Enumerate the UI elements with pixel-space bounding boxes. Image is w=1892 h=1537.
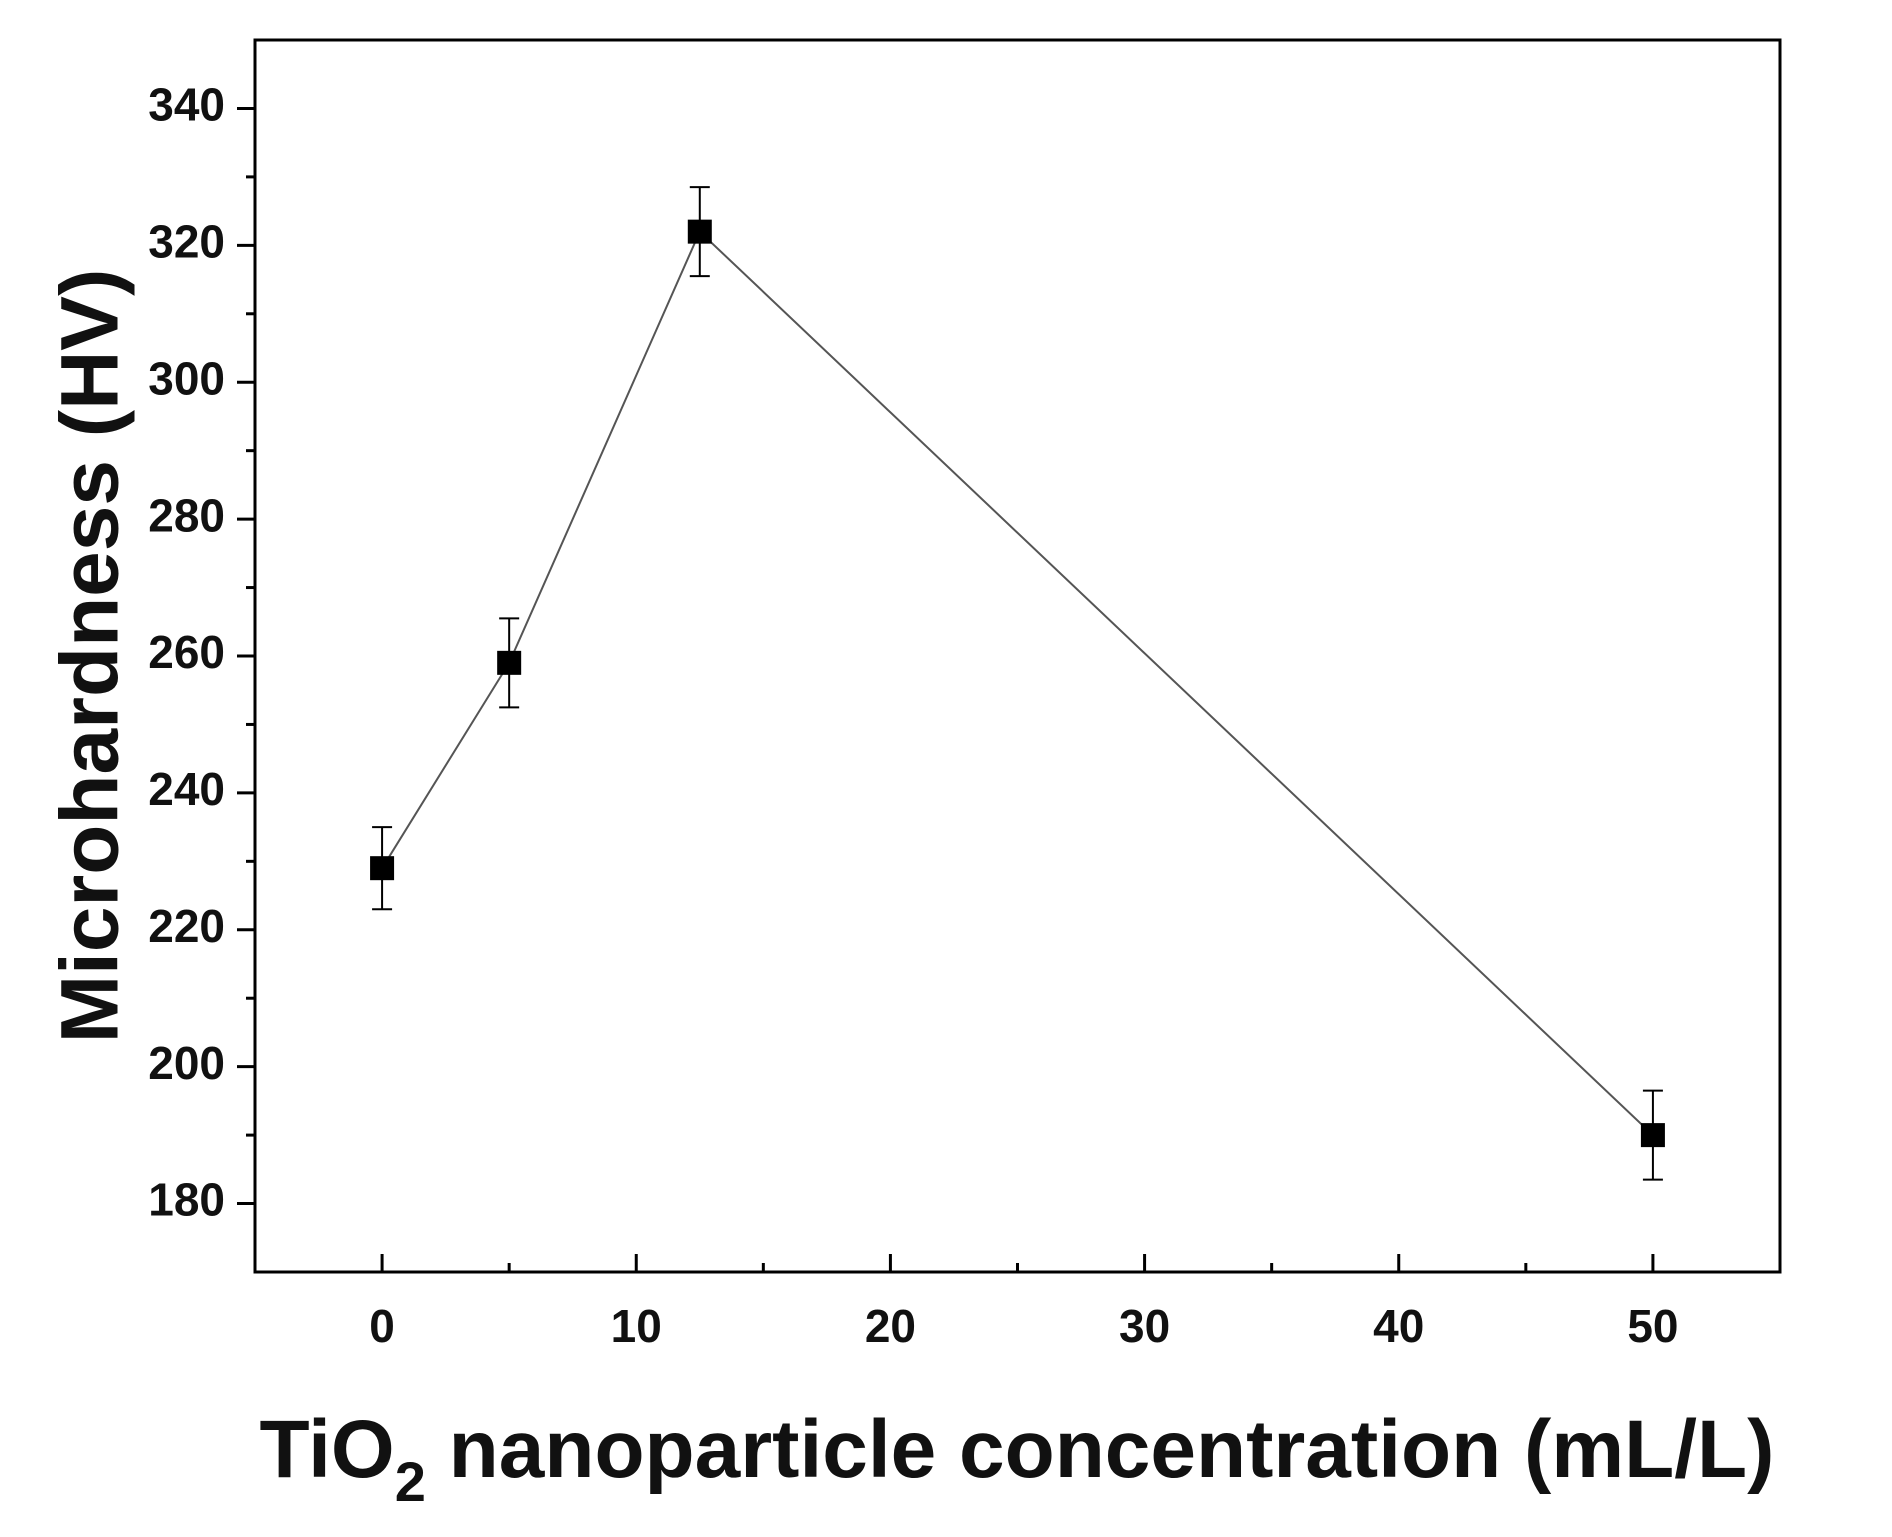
- data-point-marker: [370, 856, 395, 881]
- x-axis-title: TiO2 nanoparticle concentration (mL/L): [260, 1404, 1775, 1513]
- y-major-ticks: [237, 106, 255, 1206]
- x-tick-label: 20: [865, 1300, 916, 1352]
- y-tick-label: 320: [148, 215, 225, 267]
- x-tick-label: 10: [611, 1300, 662, 1352]
- x-tick-labels: 0 10 20 30 40 50: [369, 1300, 1678, 1352]
- data-point-marker: [497, 650, 522, 675]
- y-minor-ticks: [246, 175, 255, 1137]
- x-axis-title-prefix: TiO: [260, 1404, 395, 1495]
- y-tick-label: 300: [148, 352, 225, 404]
- x-tick-label: 50: [1627, 1300, 1678, 1352]
- y-tick-label: 340: [148, 79, 225, 131]
- y-tick-label: 260: [148, 626, 225, 678]
- x-minor-ticks: [507, 1263, 1528, 1272]
- x-axis-title-subscript: 2: [395, 1450, 426, 1513]
- x-tick-label: 30: [1119, 1300, 1170, 1352]
- y-tick-labels: 180 200 220 240 260 280 300 320 340: [148, 79, 225, 1226]
- data-point-marker: [1640, 1123, 1665, 1148]
- x-tick-label: 40: [1373, 1300, 1424, 1352]
- y-tick-label: 200: [148, 1037, 225, 1089]
- data-markers: [370, 219, 1665, 1148]
- x-tick-label: 0: [369, 1300, 395, 1352]
- y-axis-title: Microhardness (HV): [45, 269, 136, 1044]
- y-tick-label: 240: [148, 763, 225, 815]
- y-tick-label: 280: [148, 489, 225, 541]
- plot-frame: [253, 38, 1782, 1274]
- y-tick-label: 180: [148, 1174, 225, 1226]
- x-major-ticks: [380, 1254, 1655, 1272]
- series-line: [381, 229, 1654, 1136]
- y-tick-label: 220: [148, 900, 225, 952]
- x-axis-title-suffix: nanoparticle concentration (mL/L): [426, 1404, 1775, 1495]
- error-bars: [372, 186, 1663, 1181]
- data-point-marker: [687, 219, 712, 244]
